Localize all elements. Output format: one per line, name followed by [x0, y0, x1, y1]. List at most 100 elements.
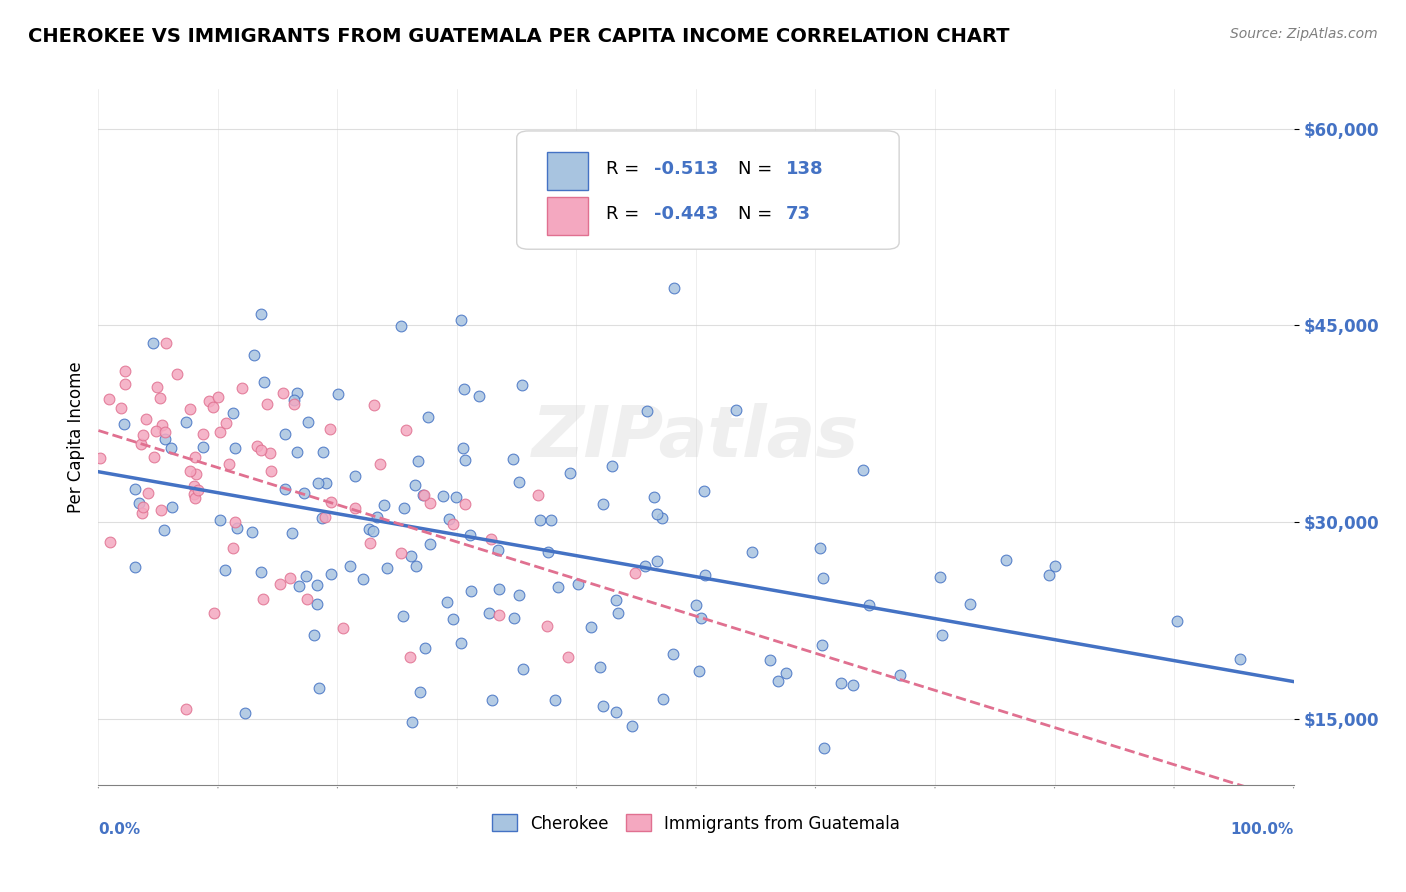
Point	[142, 336, 165, 351]
Text: 73: 73	[786, 205, 811, 223]
Point	[931, 628, 953, 642]
Point	[634, 558, 657, 573]
Point	[187, 483, 209, 498]
Point	[636, 404, 658, 418]
Point	[184, 467, 207, 481]
Point	[600, 458, 623, 473]
Point	[131, 506, 153, 520]
Point	[830, 675, 852, 690]
Point	[460, 528, 482, 542]
Point	[174, 702, 197, 716]
Point	[179, 401, 201, 416]
Point	[454, 453, 477, 467]
Point	[366, 509, 388, 524]
Point	[312, 444, 335, 458]
Point	[250, 443, 273, 458]
Point	[97, 392, 120, 406]
Point	[114, 364, 136, 378]
Point	[209, 512, 232, 526]
Point	[224, 441, 246, 455]
Bar	[547, 152, 589, 190]
Point	[250, 566, 273, 580]
Text: ZIPatlas: ZIPatlas	[533, 402, 859, 472]
Point	[315, 476, 337, 491]
Point	[259, 446, 281, 460]
Point	[231, 380, 253, 394]
Point	[460, 584, 482, 599]
Point	[292, 486, 315, 500]
Point	[283, 397, 305, 411]
Point	[253, 376, 276, 390]
Point	[395, 423, 418, 437]
Text: Source: ZipAtlas.com: Source: ZipAtlas.com	[1230, 27, 1378, 41]
Point	[155, 336, 177, 351]
Point	[592, 497, 614, 511]
Bar	[547, 197, 589, 235]
Point	[620, 719, 643, 733]
Point	[359, 536, 381, 550]
Point	[544, 693, 567, 707]
Point	[112, 417, 135, 431]
Point	[160, 500, 183, 514]
Point	[647, 508, 669, 522]
Point	[252, 592, 274, 607]
Point	[218, 457, 240, 471]
Point	[813, 740, 835, 755]
Point	[444, 490, 467, 504]
Point	[375, 561, 398, 575]
Y-axis label: Per Capita Income: Per Capita Income	[66, 361, 84, 513]
Point	[138, 485, 160, 500]
Point	[114, 377, 136, 392]
Point	[406, 454, 429, 468]
Point	[183, 479, 205, 493]
Point	[368, 458, 391, 472]
Text: CHEROKEE VS IMMIGRANTS FROM GUATEMALA PER CAPITA INCOME CORRELATION CHART: CHEROKEE VS IMMIGRANTS FROM GUATEMALA PE…	[28, 27, 1010, 45]
Point	[215, 416, 238, 430]
Point	[184, 450, 207, 464]
Point	[479, 532, 502, 546]
Point	[222, 541, 245, 556]
Point	[110, 401, 132, 415]
Point	[208, 425, 231, 439]
Point	[547, 581, 569, 595]
Point	[811, 571, 834, 585]
Point	[1166, 615, 1188, 629]
Point	[269, 577, 291, 591]
Point	[399, 650, 422, 665]
Point	[191, 441, 214, 455]
Point	[131, 428, 153, 442]
Point	[226, 521, 249, 535]
Point	[373, 498, 395, 512]
Point	[361, 524, 384, 539]
Text: -0.513: -0.513	[654, 161, 718, 178]
Point	[184, 491, 207, 505]
Point	[842, 678, 865, 692]
Point	[153, 432, 176, 446]
Point	[432, 489, 454, 503]
Point	[287, 445, 309, 459]
Point	[929, 570, 952, 584]
Text: 138: 138	[786, 161, 824, 178]
Point	[124, 560, 146, 574]
Point	[579, 620, 602, 634]
Text: -0.443: -0.443	[654, 205, 718, 223]
Point	[274, 426, 297, 441]
Point	[145, 424, 167, 438]
Point	[308, 681, 330, 695]
Point	[413, 488, 436, 502]
Point	[450, 313, 472, 327]
Point	[150, 418, 173, 433]
Point	[588, 660, 610, 674]
Point	[412, 488, 434, 502]
Point	[143, 450, 166, 464]
Text: 100.0%: 100.0%	[1230, 822, 1294, 837]
Point	[297, 415, 319, 429]
Point	[478, 606, 501, 620]
Point	[401, 714, 423, 729]
Point	[557, 649, 579, 664]
Point	[153, 425, 176, 439]
Point	[98, 534, 121, 549]
Point	[643, 490, 665, 504]
Point	[399, 549, 422, 563]
Point	[235, 706, 257, 720]
